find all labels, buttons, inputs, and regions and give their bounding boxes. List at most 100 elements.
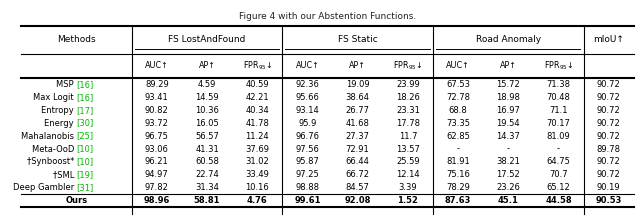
Text: 23.99: 23.99 — [396, 80, 420, 89]
Text: 92.36: 92.36 — [296, 80, 319, 89]
Text: Deep Gambler: Deep Gambler — [13, 183, 77, 192]
Text: 60.58: 60.58 — [195, 157, 219, 167]
Text: 95.66: 95.66 — [296, 93, 319, 102]
Text: 90.72: 90.72 — [596, 132, 621, 141]
Text: Mahalanobis: Mahalanobis — [21, 132, 77, 141]
Text: Road Anomaly: Road Anomaly — [476, 35, 541, 44]
Text: 23.31: 23.31 — [396, 106, 420, 115]
Text: 84.57: 84.57 — [346, 183, 370, 192]
Text: 87.63: 87.63 — [445, 196, 471, 205]
Text: -: - — [456, 145, 460, 154]
Text: 72.78: 72.78 — [446, 93, 470, 102]
Text: Figure 4 with our Abstention Functions.: Figure 4 with our Abstention Functions. — [239, 12, 416, 21]
Text: 15.72: 15.72 — [497, 80, 520, 89]
Text: 97.82: 97.82 — [145, 183, 169, 192]
Text: 67.53: 67.53 — [446, 80, 470, 89]
Text: 1.52: 1.52 — [397, 196, 419, 205]
Text: 75.16: 75.16 — [446, 170, 470, 179]
Text: AP↑: AP↑ — [500, 61, 516, 70]
Text: 68.8: 68.8 — [449, 106, 467, 115]
Text: 26.77: 26.77 — [346, 106, 370, 115]
Text: 93.72: 93.72 — [145, 119, 169, 128]
Text: 37.69: 37.69 — [245, 145, 269, 154]
Text: 95.87: 95.87 — [296, 157, 319, 167]
Text: 90.72: 90.72 — [596, 157, 621, 167]
Text: 12.14: 12.14 — [396, 170, 420, 179]
Text: FS LostAndFound: FS LostAndFound — [168, 35, 246, 44]
Text: Max Logit: Max Logit — [33, 93, 77, 102]
Text: 70.48: 70.48 — [547, 93, 570, 102]
Text: 18.98: 18.98 — [496, 93, 520, 102]
Text: 90.72: 90.72 — [596, 106, 621, 115]
Text: AUC↑: AUC↑ — [296, 61, 319, 70]
Text: 38.64: 38.64 — [346, 93, 370, 102]
Text: Entropy: Entropy — [41, 106, 77, 115]
Text: 90.72: 90.72 — [596, 80, 621, 89]
Text: 64.75: 64.75 — [547, 157, 570, 167]
Text: 96.75: 96.75 — [145, 132, 169, 141]
Text: 93.14: 93.14 — [296, 106, 319, 115]
Text: 90.72: 90.72 — [596, 170, 621, 179]
Text: 98.96: 98.96 — [144, 196, 170, 205]
Text: 45.1: 45.1 — [498, 196, 518, 205]
Text: 38.21: 38.21 — [496, 157, 520, 167]
Text: 11.24: 11.24 — [246, 132, 269, 141]
Text: 78.29: 78.29 — [446, 183, 470, 192]
Text: 71.1: 71.1 — [549, 106, 568, 115]
Text: 99.61: 99.61 — [294, 196, 321, 205]
Text: 13.57: 13.57 — [396, 145, 420, 154]
Text: †SML: †SML — [52, 170, 77, 179]
Text: 41.68: 41.68 — [346, 119, 370, 128]
Text: 11.7: 11.7 — [399, 132, 417, 141]
Text: 27.37: 27.37 — [346, 132, 370, 141]
Text: [30]: [30] — [77, 119, 94, 128]
Text: 96.76: 96.76 — [296, 132, 319, 141]
Text: 70.17: 70.17 — [547, 119, 570, 128]
Text: 81.91: 81.91 — [446, 157, 470, 167]
Text: 73.35: 73.35 — [446, 119, 470, 128]
Text: 14.37: 14.37 — [496, 132, 520, 141]
Text: 41.78: 41.78 — [245, 119, 269, 128]
Text: 17.52: 17.52 — [497, 170, 520, 179]
Text: Energy: Energy — [44, 119, 77, 128]
Text: 3.39: 3.39 — [399, 183, 417, 192]
Text: 41.31: 41.31 — [195, 145, 219, 154]
Text: 81.09: 81.09 — [547, 132, 570, 141]
Text: 90.82: 90.82 — [145, 106, 169, 115]
Text: [17]: [17] — [77, 106, 94, 115]
Text: 56.57: 56.57 — [195, 132, 219, 141]
Text: [25]: [25] — [77, 132, 93, 141]
Text: AUC↑: AUC↑ — [446, 61, 470, 70]
Text: 14.59: 14.59 — [195, 93, 219, 102]
Text: FPR$_{95}$↓: FPR$_{95}$↓ — [544, 60, 573, 72]
Text: 92.08: 92.08 — [344, 196, 371, 205]
Text: 90.19: 90.19 — [597, 183, 620, 192]
Text: †Synboost*: †Synboost* — [26, 157, 77, 167]
Text: 33.49: 33.49 — [245, 170, 269, 179]
Text: 93.41: 93.41 — [145, 93, 169, 102]
Text: AP↑: AP↑ — [349, 61, 366, 70]
Text: 10.16: 10.16 — [245, 183, 269, 192]
Text: 66.72: 66.72 — [346, 170, 370, 179]
Text: 19.09: 19.09 — [346, 80, 369, 89]
Text: [10]: [10] — [77, 145, 93, 154]
Text: 40.59: 40.59 — [246, 80, 269, 89]
Text: 16.97: 16.97 — [496, 106, 520, 115]
Text: 93.06: 93.06 — [145, 145, 169, 154]
Text: 22.74: 22.74 — [195, 170, 219, 179]
Text: 97.56: 97.56 — [296, 145, 319, 154]
Text: MSP: MSP — [56, 80, 77, 89]
Text: 72.91: 72.91 — [346, 145, 369, 154]
Text: 25.59: 25.59 — [396, 157, 420, 167]
Text: FPR$_{95}$↓: FPR$_{95}$↓ — [393, 60, 422, 72]
Text: 4.76: 4.76 — [247, 196, 268, 205]
Text: 42.21: 42.21 — [246, 93, 269, 102]
Text: 17.78: 17.78 — [396, 119, 420, 128]
Text: AUC↑: AUC↑ — [145, 61, 169, 70]
Text: 90.53: 90.53 — [595, 196, 622, 205]
Text: 95.9: 95.9 — [298, 119, 317, 128]
Text: 96.21: 96.21 — [145, 157, 169, 167]
Text: [16]: [16] — [77, 93, 94, 102]
Text: mIoU↑: mIoU↑ — [593, 35, 624, 44]
Text: 31.02: 31.02 — [245, 157, 269, 167]
